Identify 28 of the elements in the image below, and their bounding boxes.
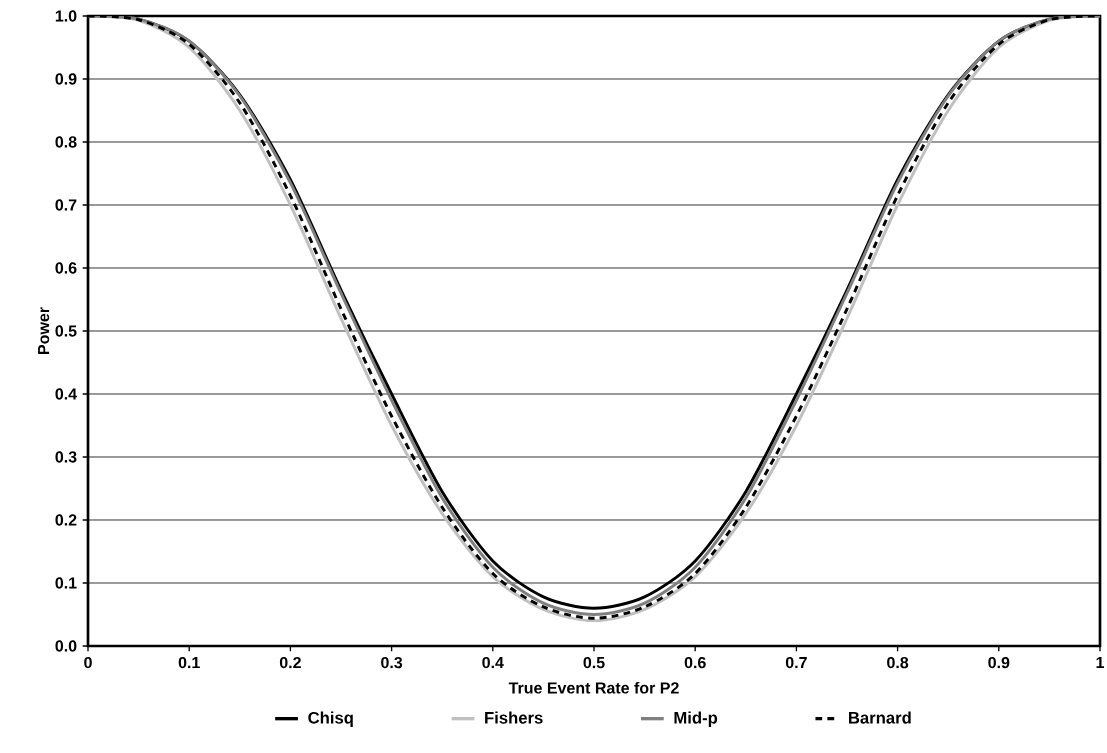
x-tick-label: 0.3 (381, 656, 403, 669)
y-tick-label: 0.9 (55, 73, 77, 85)
x-tick-label: 0.7 (785, 656, 807, 669)
y-axis-title: Power (38, 307, 50, 354)
y-tick-label: 0.4 (55, 388, 77, 400)
x-tick-label: 0.6 (684, 656, 706, 669)
y-tick-label: 0.8 (55, 136, 77, 148)
x-tick-label: 0 (84, 656, 92, 669)
x-tick-label: 0.1 (178, 656, 200, 669)
x-tick-label: 1 (1096, 656, 1104, 668)
y-tick-label: 0.0 (55, 640, 77, 652)
x-tick-label: 0.8 (887, 656, 909, 669)
y-tick-label: 0.3 (55, 451, 77, 463)
x-axis-title: True Event Rate for P2 (508, 681, 679, 694)
x-tick-label: 0.2 (279, 656, 301, 669)
legend-label: Mid-p (674, 711, 718, 727)
y-tick-label: 0.1 (55, 577, 77, 589)
x-tick-label: 0.9 (988, 656, 1010, 669)
y-tick-label: 0.6 (55, 262, 77, 274)
y-tick-label: 0.2 (55, 514, 77, 526)
legend-label: Fishers (485, 711, 543, 724)
legend-label: Chisq (308, 711, 353, 727)
y-tick-label: 1.0 (55, 10, 77, 22)
y-tick-label: 0.7 (55, 199, 77, 211)
legend-label: Barnard (849, 711, 911, 724)
y-tick-label: 0.5 (55, 325, 77, 337)
x-tick-label: 0.4 (482, 656, 504, 669)
x-tick-label: 0.5 (583, 656, 605, 669)
